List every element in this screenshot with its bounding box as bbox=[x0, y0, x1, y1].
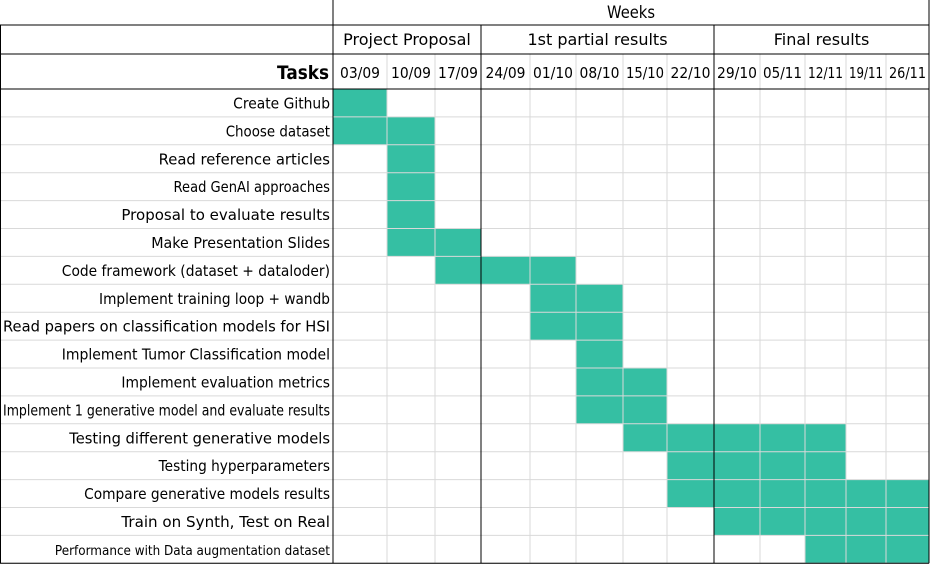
gantt-bar-cell bbox=[886, 479, 929, 508]
gantt-bar-cell bbox=[481, 256, 530, 285]
phase-label: 1st partial results bbox=[527, 30, 667, 49]
gantt-bar-cell bbox=[886, 535, 929, 564]
phase-label: Project Proposal bbox=[343, 30, 471, 49]
gantt-bar-cell bbox=[846, 479, 886, 508]
week-label: 29/10 bbox=[717, 64, 757, 82]
week-label: 15/10 bbox=[626, 64, 664, 82]
tasks-label: Tasks bbox=[277, 62, 329, 84]
gantt-bar-cell bbox=[387, 200, 435, 229]
gantt-bar-cell bbox=[623, 368, 667, 396]
gantt-bar-cell bbox=[530, 284, 576, 313]
gantt-bar-cell bbox=[760, 423, 805, 452]
gantt-bar-cell bbox=[623, 395, 667, 424]
gantt-bar-cell bbox=[576, 312, 623, 341]
task-label: Performance with Data augmentation datas… bbox=[55, 544, 330, 559]
gantt-bar-cell bbox=[714, 507, 760, 536]
gantt-bar-cell bbox=[576, 395, 623, 424]
task-label: Choose dataset bbox=[226, 122, 330, 140]
task-label: Implement training loop + wandb bbox=[99, 290, 330, 308]
gantt-bar-cell bbox=[667, 423, 714, 452]
gantt-bar-cell bbox=[805, 535, 846, 564]
week-label: 08/10 bbox=[580, 64, 620, 82]
task-label: Implement 1 generative model and evaluat… bbox=[3, 401, 330, 419]
gantt-bar-cell bbox=[805, 479, 846, 508]
gantt-bar-cell bbox=[846, 535, 886, 564]
week-label: 10/09 bbox=[391, 64, 431, 82]
gantt-bar-cell bbox=[760, 507, 805, 536]
gantt-bar-cell bbox=[530, 256, 576, 285]
week-label: 05/11 bbox=[763, 64, 802, 82]
task-label: Train on Synth, Test on Real bbox=[120, 513, 330, 531]
task-label: Create Github bbox=[233, 94, 330, 112]
gantt-bar-cell bbox=[714, 479, 760, 508]
task-label: Read papers on classification models for… bbox=[3, 318, 330, 336]
gantt-bar-cell bbox=[333, 89, 387, 117]
gantt-bar-cell bbox=[387, 228, 435, 257]
gantt-bar-cell bbox=[714, 423, 760, 452]
task-label: Make Presentation Slides bbox=[151, 234, 330, 252]
gantt-bar-cell bbox=[805, 451, 846, 480]
task-label: Testing different generative models bbox=[68, 429, 330, 447]
week-label: 22/10 bbox=[671, 64, 711, 82]
gantt-bar-cell bbox=[530, 312, 576, 341]
gantt-bar-cell bbox=[623, 423, 667, 452]
gantt-bar-cell bbox=[387, 116, 435, 145]
week-label: 17/09 bbox=[438, 64, 478, 82]
week-label: 01/10 bbox=[533, 64, 573, 82]
weeks-label: Weeks bbox=[607, 3, 655, 23]
week-label: 03/09 bbox=[340, 64, 380, 82]
gantt-bar-cell bbox=[387, 144, 435, 173]
task-label: Proposal to evaluate results bbox=[121, 206, 330, 224]
gantt-bar-cell bbox=[760, 451, 805, 480]
week-label: 12/11 bbox=[808, 64, 843, 82]
gantt-bar-cell bbox=[805, 423, 846, 452]
task-label: Testing hyperparameters bbox=[158, 457, 330, 475]
gantt-bars bbox=[333, 89, 929, 564]
gantt-bar-cell bbox=[760, 479, 805, 508]
task-label: Implement evaluation metrics bbox=[121, 373, 330, 391]
gantt-labels: Weeks Tasks Project Proposal 1st partial … bbox=[3, 3, 926, 559]
phase-label: Final results bbox=[774, 30, 870, 49]
gantt-bar-cell bbox=[387, 172, 435, 201]
task-label: Code framework (dataset + dataloder) bbox=[62, 262, 330, 280]
week-label: 24/09 bbox=[486, 64, 526, 82]
gantt-bar-cell bbox=[435, 228, 481, 257]
task-label: Read GenAI approaches bbox=[174, 178, 330, 196]
gantt-bar-cell bbox=[667, 451, 714, 480]
gantt-bar-cell bbox=[333, 116, 387, 145]
gantt-bar-cell bbox=[886, 507, 929, 536]
week-label: 26/11 bbox=[889, 64, 926, 82]
gantt-bar-cell bbox=[576, 340, 623, 368]
gantt-bar-cell bbox=[805, 507, 846, 536]
task-label: Compare generative models results bbox=[84, 485, 330, 503]
gantt-bar-cell bbox=[435, 256, 481, 285]
gantt-bar-cell bbox=[576, 368, 623, 396]
task-label: Implement Tumor Classification model bbox=[62, 346, 330, 364]
gantt-bar-cell bbox=[667, 479, 714, 508]
gantt-bar-cell bbox=[576, 284, 623, 313]
week-label: 19/11 bbox=[849, 64, 883, 82]
task-label: Read reference articles bbox=[159, 150, 330, 168]
gantt-bar-cell bbox=[846, 507, 886, 536]
gantt-bar-cell bbox=[714, 451, 760, 480]
